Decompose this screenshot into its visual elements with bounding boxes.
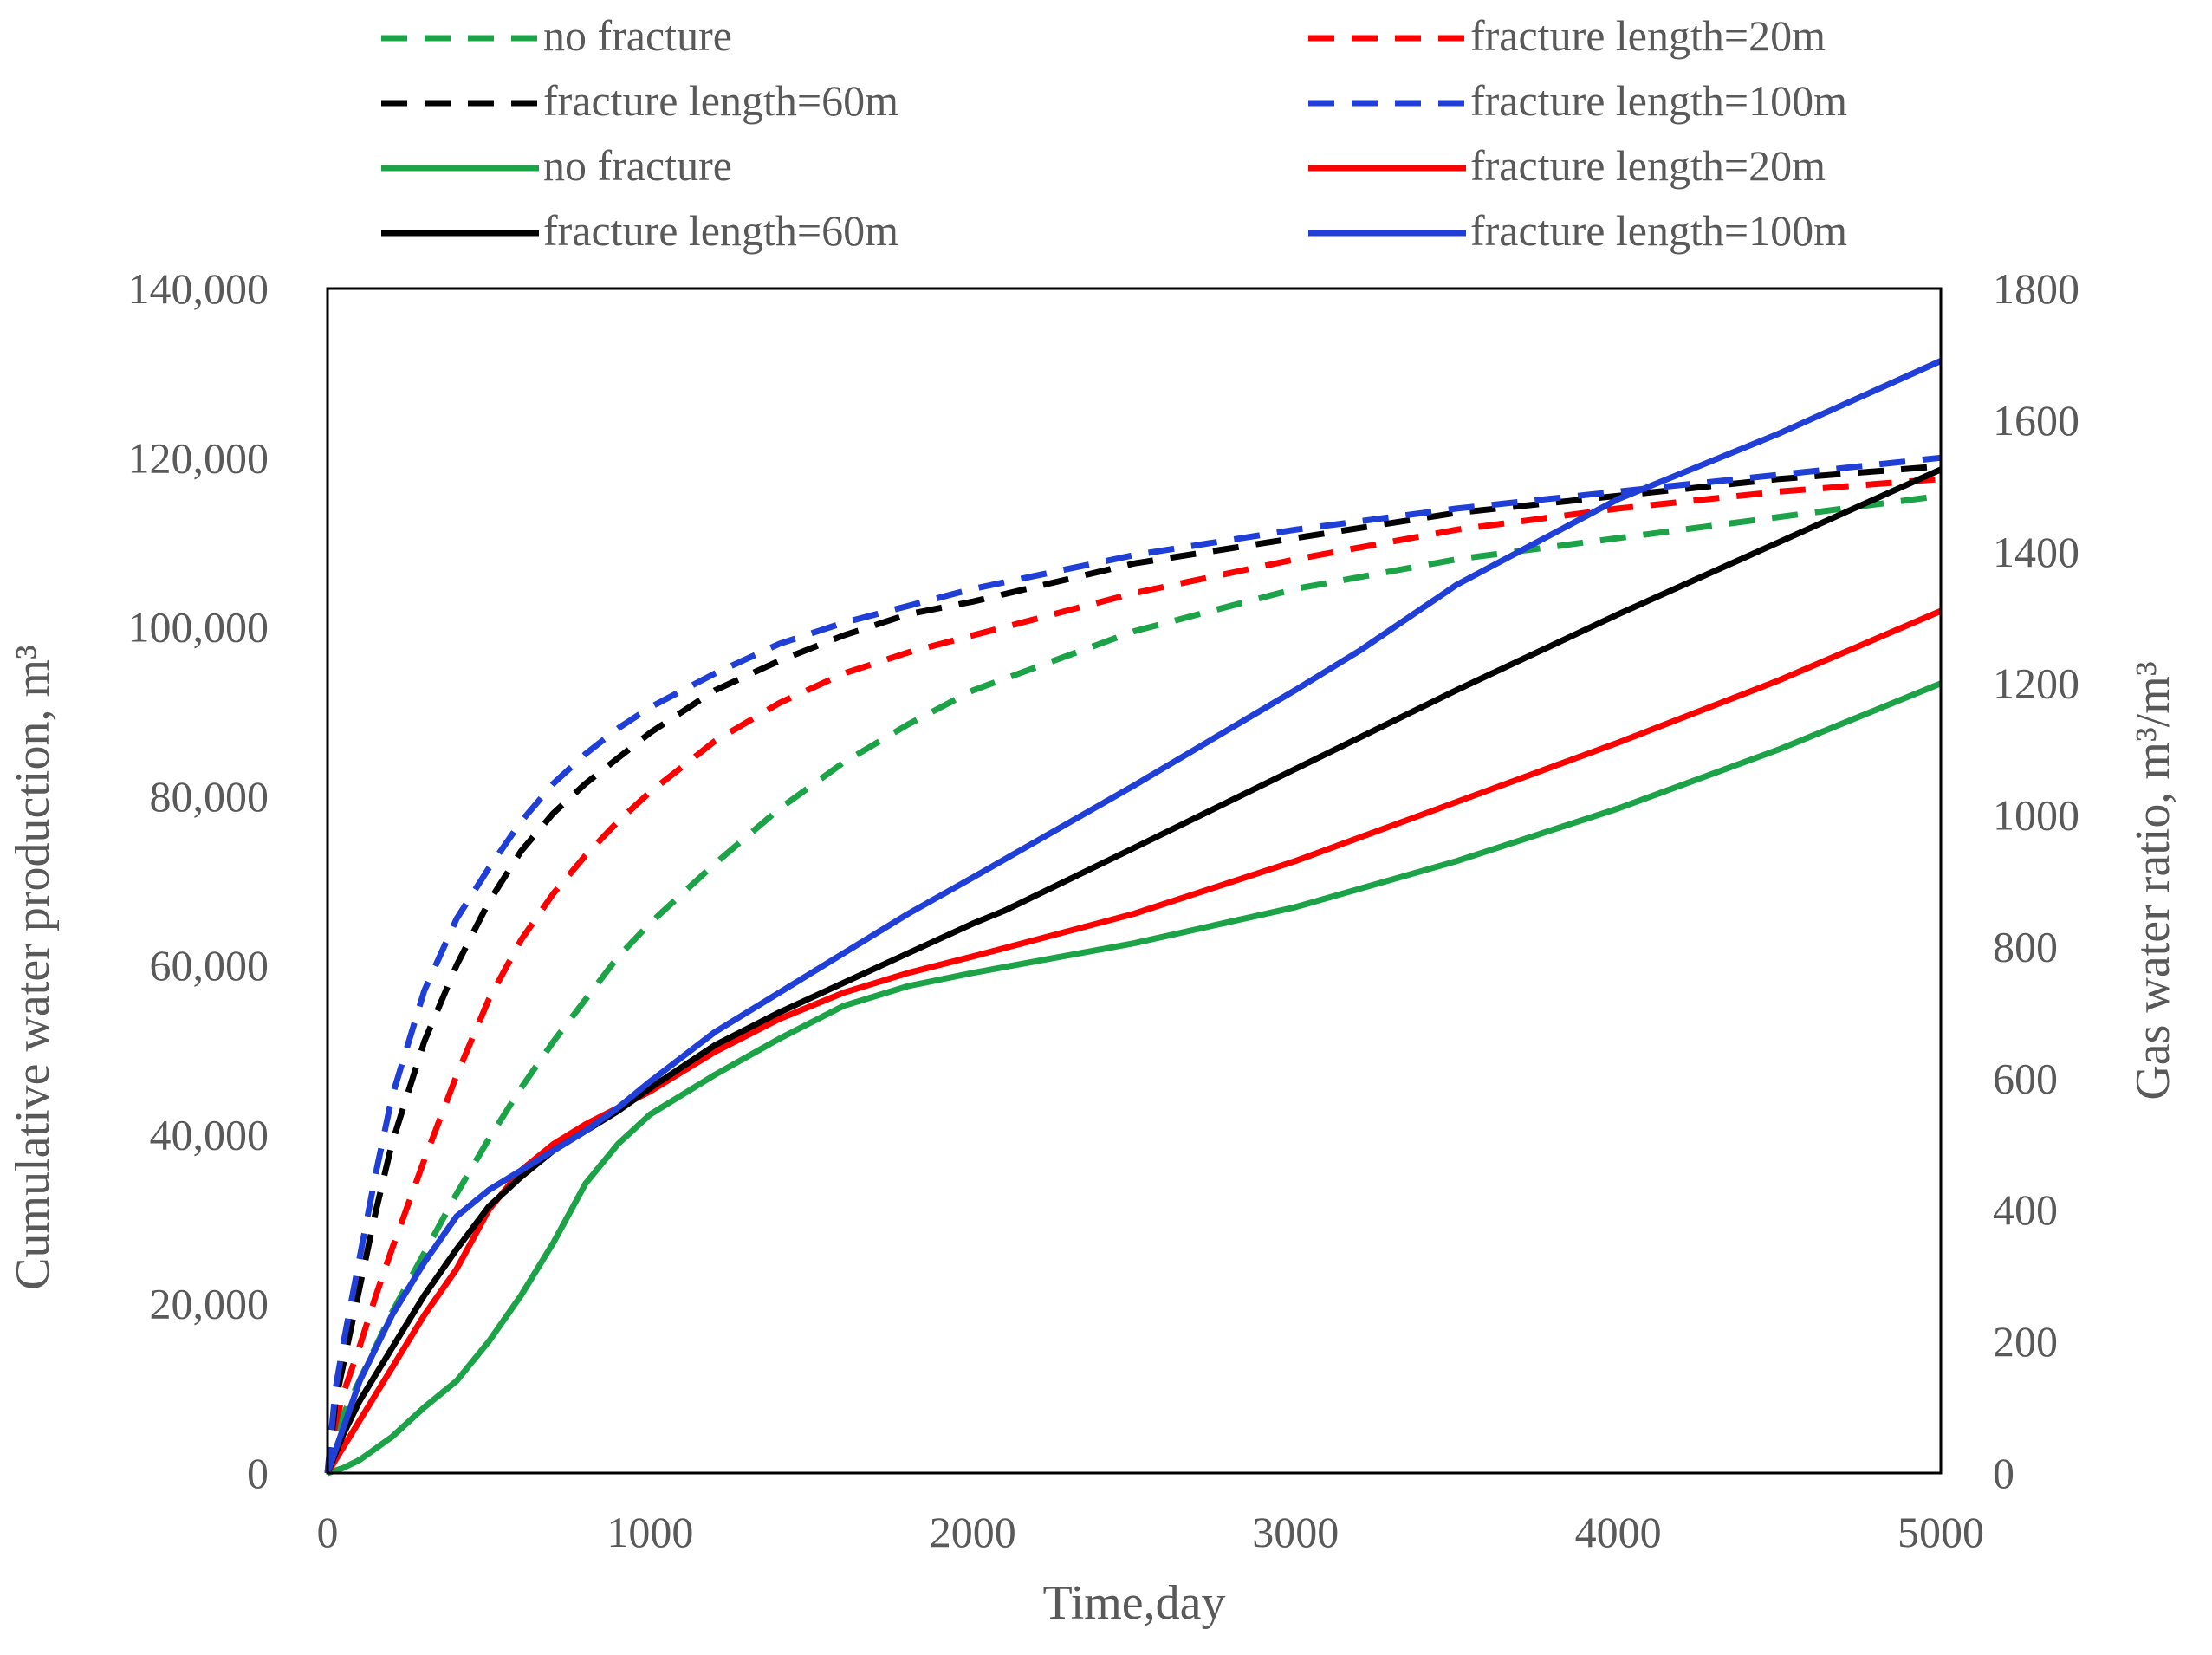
left-y-axis-ticks: 0 20,000 40,000 60,000 80,000 100,000 120,000 1… [128,264,269,1497]
left-y-tick-label: 120,000 [128,433,269,482]
legend-label: fracture length=100m [1470,76,1847,125]
right-y-axis-ticks: 0 200 400 600 800 1000 1200 1400 1600 1800 [1993,264,2079,1497]
right-y-tick-label: 1000 [1993,791,2079,840]
right-y-tick-label: 600 [1993,1054,2058,1102]
right-y-tick-label: 800 [1993,922,2058,970]
legend-label: fracture length=100m [1470,206,1847,255]
legend-label: fracture length=20m [1470,141,1826,190]
legend-label: fracture length=60m [543,206,898,255]
left-y-tick-label: 140,000 [128,264,269,313]
right-y-tick-label: 200 [1993,1317,2058,1366]
x-tick-label: 4000 [1575,1508,1662,1556]
right-y-tick-label: 0 [1993,1449,2014,1497]
x-tick-label: 2000 [930,1508,1016,1556]
series-layer [324,358,1943,1477]
legend: no fracture fracture length=20m fracture l… [381,11,1847,255]
legend-label: fracture length=60m [543,76,898,125]
series-line-dashed-1 [324,476,1942,1474]
legend-label: fracture length=20m [1470,11,1826,60]
left-y-tick-label: 40,000 [150,1110,269,1158]
left-y-tick-label: 20,000 [150,1280,269,1328]
x-axis-ticks: 0 1000 2000 3000 4000 5000 [317,1508,1985,1556]
left-y-tick-label: 80,000 [150,772,269,821]
right-y-tick-label: 1800 [1993,264,2079,313]
series-line-dashed-3 [324,454,1942,1474]
right-y-tick-label: 400 [1993,1185,2058,1234]
series-line-solid-7 [324,358,1943,1475]
plot-frame [326,287,1943,1475]
x-tick-label: 0 [317,1508,339,1556]
series-line-solid-4 [326,680,1943,1477]
right-y-tick-label: 1400 [1993,528,2079,576]
legend-label: no fracture [543,141,732,190]
left-y-tick-label: 100,000 [128,603,269,652]
right-y-axis-title: Gas water ratio, m³/m³ [2126,661,2180,1100]
x-tick-label: 1000 [607,1508,693,1556]
x-tick-label: 3000 [1252,1508,1339,1556]
left-y-axis-title: Cumulative water production, m³ [6,645,60,1290]
series-line-dashed-0 [324,492,1942,1474]
legend-label: no fracture [543,11,732,60]
left-y-tick-label: 0 [247,1449,269,1497]
x-tick-label: 5000 [1897,1508,1984,1556]
series-line-dashed-2 [324,463,1942,1474]
series-line-solid-6 [324,466,1943,1475]
x-axis-title: Time,day [1042,1576,1225,1630]
left-y-tick-label: 60,000 [150,941,269,990]
right-y-tick-label: 1600 [1993,396,2079,445]
series-line-solid-5 [325,607,1943,1475]
right-y-tick-label: 1200 [1993,659,2079,708]
